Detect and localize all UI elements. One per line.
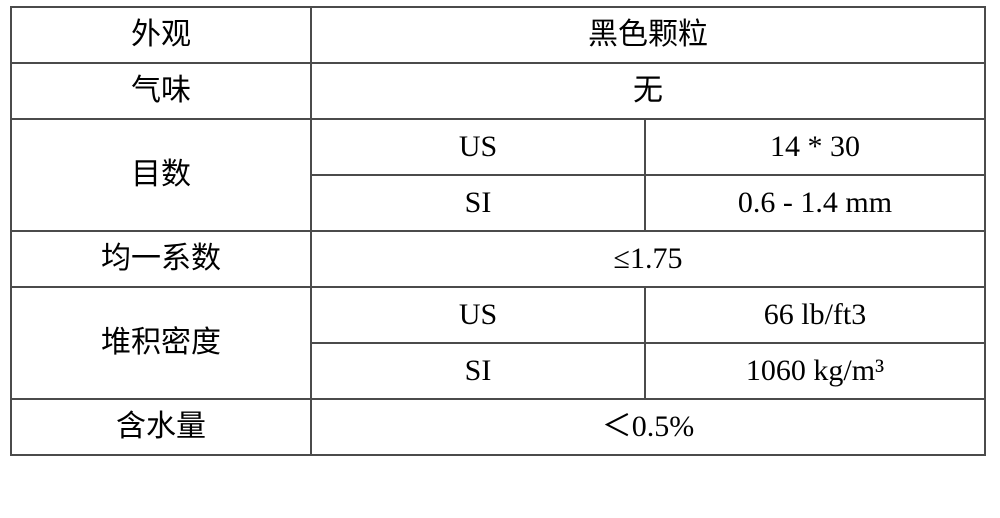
row-value: 黑色颗粒 — [588, 18, 708, 51]
subrow-value: 0.6 - 1.4 mm — [738, 186, 892, 219]
row-label: 外观 — [131, 18, 191, 51]
row-value: 无 — [633, 74, 663, 107]
subrow-value: 1060 kg/m³ — [746, 354, 884, 387]
table-row: 目数 US 14 * 30 — [11, 119, 985, 175]
table-row: 含水量 ＜0.5% — [11, 399, 985, 455]
table-row: 气味 无 — [11, 63, 985, 119]
row-label: 堆积密度 — [101, 326, 221, 359]
row-label: 气味 — [131, 74, 191, 107]
subrow-key: US — [459, 130, 497, 163]
spec-table: 外观 黑色颗粒 气味 无 目数 US 14 * 30 SI 0.6 - 1.4 … — [10, 6, 986, 456]
row-value: ＜0.5% — [602, 410, 695, 443]
row-label: 目数 — [131, 158, 191, 191]
subrow-key: SI — [465, 186, 492, 219]
subrow-value: 14 * 30 — [770, 130, 860, 163]
subrow-key: US — [459, 298, 497, 331]
subrow-value: 66 lb/ft3 — [764, 298, 867, 331]
row-value: ≤1.75 — [614, 242, 683, 275]
table-row: 堆积密度 US 66 lb/ft3 — [11, 287, 985, 343]
subrow-key: SI — [465, 354, 492, 387]
row-label: 含水量 — [116, 410, 206, 443]
table-row: 外观 黑色颗粒 — [11, 7, 985, 63]
table-row: 均一系数 ≤1.75 — [11, 231, 985, 287]
row-label: 均一系数 — [101, 242, 221, 275]
